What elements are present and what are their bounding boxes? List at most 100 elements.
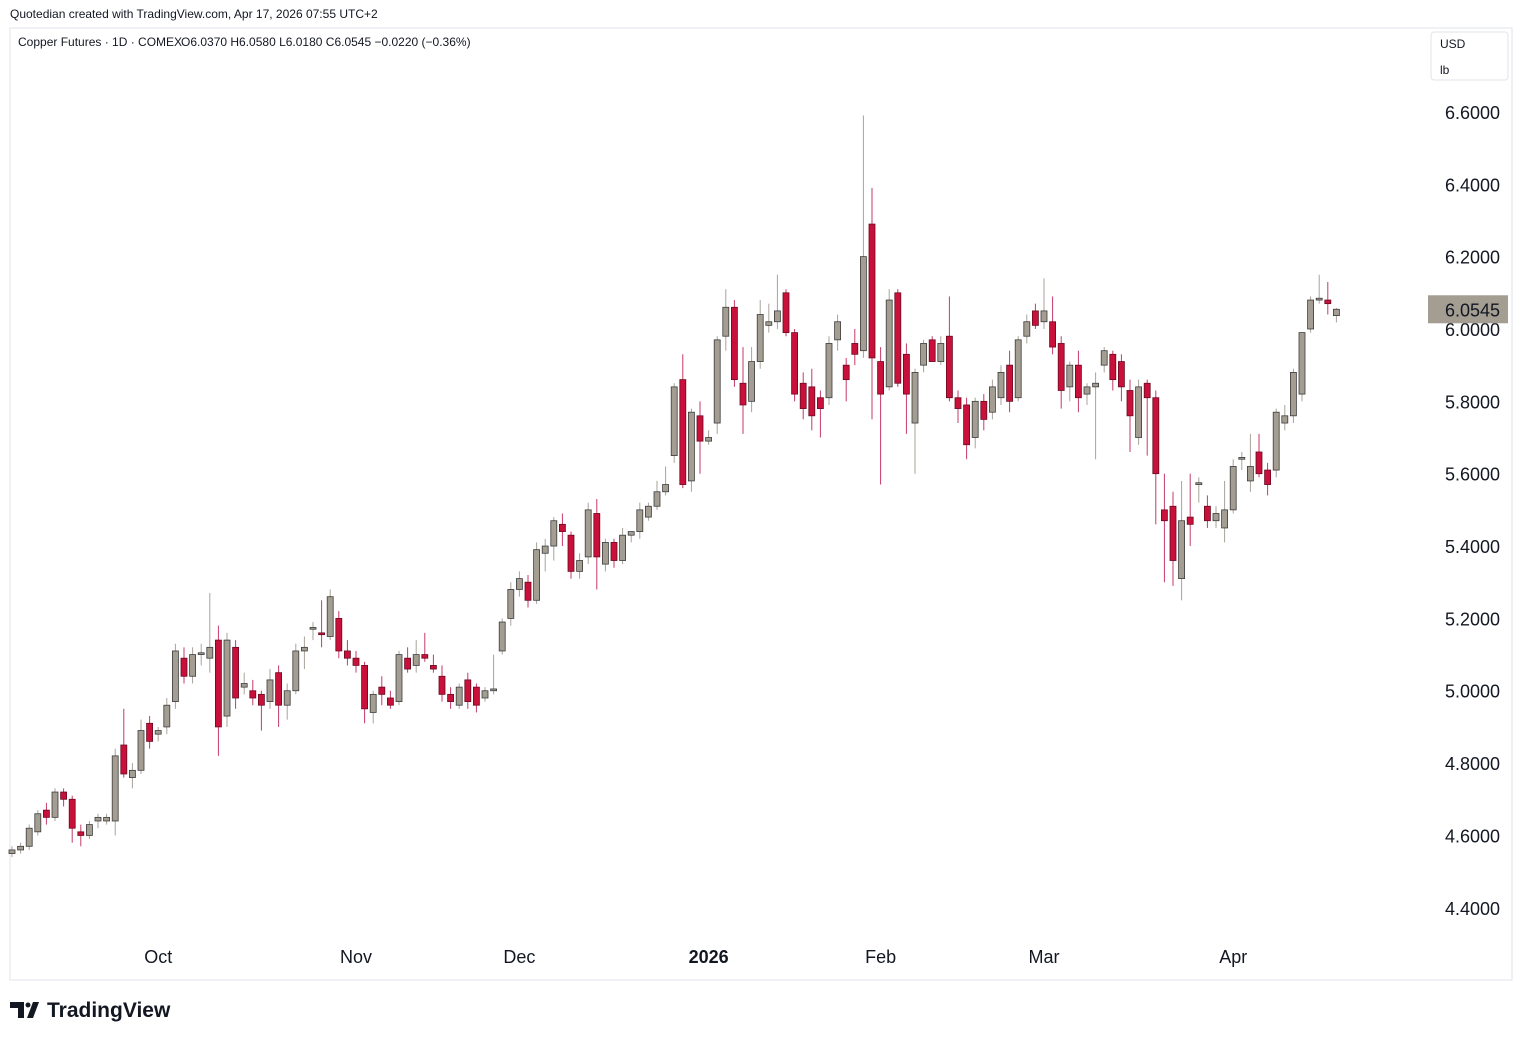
candle-body (481, 690, 489, 699)
candle-body (808, 386, 816, 417)
y-tick-label: 6.0000 (1445, 320, 1500, 340)
candle-body (541, 545, 549, 554)
y-tick-label: 5.6000 (1445, 465, 1500, 485)
candle-body (386, 697, 394, 706)
currency: USD (1440, 37, 1466, 51)
candle-body (868, 223, 876, 359)
candle-body (1143, 382, 1151, 399)
candle-body (326, 596, 334, 637)
candle-body (1118, 361, 1125, 388)
candle-body (550, 520, 558, 547)
x-tick-label: Dec (503, 947, 535, 967)
y-tick-label: 4.8000 (1445, 754, 1500, 774)
candle-body (937, 343, 945, 362)
y-tick-label: 5.4000 (1445, 537, 1500, 557)
candle-body (1075, 364, 1082, 399)
x-tick-label: 2026 (689, 947, 729, 967)
candle-body (43, 809, 50, 818)
candle-body (309, 627, 317, 630)
candle-body (197, 652, 205, 655)
candle-body (232, 646, 240, 699)
candle-body (240, 683, 248, 688)
candle-body (1238, 457, 1246, 460)
candle-body (206, 646, 214, 659)
y-tick-label: 6.2000 (1445, 248, 1500, 268)
candle-body (455, 686, 463, 706)
candle-body (851, 343, 859, 355)
candle-body (860, 256, 867, 352)
candle-body (670, 386, 678, 457)
x-tick-label: Oct (144, 947, 172, 967)
candle-body (989, 386, 996, 413)
candle-body (223, 639, 231, 717)
candle-body (877, 361, 884, 395)
candle-body (610, 542, 618, 561)
candle-body (731, 306, 738, 381)
candle-body (1178, 520, 1185, 580)
candle-body (51, 791, 59, 818)
candle-body (1023, 321, 1031, 337)
candle-body (524, 581, 532, 601)
ohlc-legend: O6.0370 H6.0580 L6.0180 C6.0545 −0.0220 … (181, 35, 471, 49)
candle-body (249, 690, 257, 699)
candle-body (1315, 297, 1323, 301)
candle-body (1049, 321, 1056, 348)
candle-body (369, 693, 377, 713)
candle-body (576, 560, 583, 572)
candle-body (1195, 482, 1203, 485)
y-tick-label: 6.6000 (1445, 103, 1500, 123)
candle-body (817, 397, 824, 409)
candle-body (756, 314, 764, 362)
candle-body (748, 361, 755, 402)
candle-body (447, 693, 455, 702)
candle-body (77, 831, 85, 836)
candle-body (361, 665, 369, 710)
candle-body (214, 639, 222, 728)
candle-body (722, 306, 730, 337)
y-tick-label: 5.2000 (1445, 609, 1500, 629)
candle-body (8, 849, 16, 854)
candle-body (266, 679, 274, 702)
credit: Quotedian created with TradingView.com, … (10, 7, 378, 21)
candle-body (894, 292, 902, 384)
candle-body (963, 404, 970, 446)
y-tick-label: 5.8000 (1445, 392, 1500, 412)
candle-body (1169, 505, 1177, 561)
candle-body (335, 617, 343, 652)
candle-body (885, 299, 893, 388)
candle-body (1229, 466, 1237, 511)
candle-body (438, 675, 446, 695)
candle-body (765, 321, 773, 326)
candle-body (1109, 353, 1117, 381)
candle-body (619, 534, 626, 561)
y-tick-label: 5.0000 (1445, 682, 1500, 702)
candle-body (17, 845, 25, 851)
logo: TradingView (10, 999, 171, 1022)
candle-body (1333, 308, 1340, 317)
candle-body (60, 791, 67, 800)
candle-body (713, 339, 721, 424)
candle-body (1032, 310, 1039, 326)
candle-body (257, 693, 265, 706)
candle-body (1255, 451, 1263, 475)
candle-body (774, 310, 781, 323)
unit-box[interactable] (1430, 31, 1509, 81)
candle-body (318, 632, 326, 636)
candle-body (275, 672, 283, 706)
candle-body (1040, 310, 1048, 323)
last-price-label: 6.0545 (1445, 300, 1500, 320)
candle-body (1100, 350, 1108, 366)
candle-body (120, 744, 128, 775)
candle-body (928, 339, 936, 362)
candle-body (1057, 343, 1065, 391)
candle-body (1186, 516, 1194, 525)
candle-body (645, 505, 652, 518)
candle-body (1272, 411, 1280, 471)
candle-body (739, 382, 747, 406)
candle-body (507, 589, 515, 619)
x-tick-label: Mar (1029, 947, 1060, 967)
candle-body (662, 484, 669, 493)
candle-body (111, 755, 119, 822)
candle-body (171, 650, 179, 702)
candle-body (300, 646, 308, 652)
